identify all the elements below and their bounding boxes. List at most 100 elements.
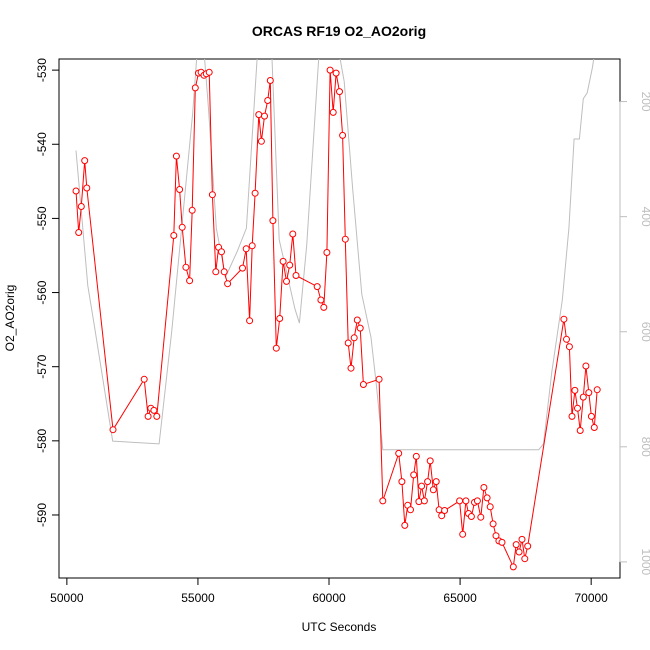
- y-tick-label: -580: [35, 429, 49, 453]
- data-point: [317, 296, 325, 304]
- data-point: [426, 457, 434, 465]
- data-point: [356, 324, 364, 332]
- data-point: [326, 66, 334, 74]
- data-point: [272, 344, 280, 352]
- data-point: [521, 555, 529, 563]
- data-point: [279, 257, 287, 265]
- data-point: [560, 315, 568, 323]
- data-point: [401, 521, 409, 529]
- data-point: [473, 497, 481, 505]
- data-point: [289, 230, 297, 238]
- data-point: [432, 478, 440, 486]
- data-point: [218, 248, 225, 256]
- data-point: [81, 157, 89, 165]
- data-point: [186, 277, 194, 285]
- data-point: [212, 268, 220, 276]
- data-point: [266, 77, 274, 84]
- data-point: [410, 471, 418, 479]
- x-tick-label: 65000: [443, 591, 477, 605]
- data-point: [264, 97, 272, 104]
- data-point: [336, 88, 343, 96]
- data-point: [429, 486, 437, 494]
- data-point: [441, 507, 449, 514]
- data-point: [140, 375, 148, 383]
- data-point: [407, 506, 414, 514]
- data-point: [269, 217, 277, 225]
- x-tick-label: 50000: [50, 591, 84, 605]
- data-point: [456, 497, 464, 505]
- data-point: [332, 69, 340, 77]
- data-point: [248, 242, 256, 250]
- data-point: [246, 317, 254, 325]
- data-point: [576, 427, 584, 434]
- data-point: [498, 538, 506, 546]
- data-point: [150, 406, 158, 414]
- series-red-line: [72, 66, 601, 571]
- data-point: [571, 386, 579, 394]
- data-point: [590, 424, 598, 431]
- data-point: [509, 563, 517, 571]
- y2-tick-label: 800: [639, 437, 650, 457]
- data-point: [172, 152, 180, 160]
- data-point: [515, 548, 523, 556]
- data-point: [188, 206, 196, 214]
- x-tick-label: 60000: [312, 591, 346, 605]
- chart-title: ORCAS RF19 O2_AO2orig: [252, 23, 426, 39]
- data-point: [239, 264, 246, 272]
- data-point: [489, 520, 497, 528]
- data-point: [320, 303, 328, 311]
- data-point: [255, 111, 263, 119]
- data-point: [341, 235, 349, 243]
- y-axis-label: O2_AO2orig: [3, 285, 17, 352]
- data-point: [477, 513, 485, 521]
- data-point: [75, 229, 83, 236]
- data-point: [486, 503, 494, 511]
- gray-series-path: [75, 59, 595, 451]
- data-point: [379, 497, 387, 505]
- data-point: [176, 186, 184, 193]
- data-point: [593, 386, 601, 394]
- data-point: [178, 223, 186, 231]
- data-point: [344, 339, 352, 347]
- data-point: [208, 191, 216, 199]
- data-point: [220, 268, 228, 276]
- data-point: [420, 497, 428, 505]
- x-axis: 50000 55000 60000 65000 70000: [50, 577, 608, 605]
- data-point: [395, 449, 403, 457]
- data-point: [83, 184, 91, 192]
- data-point: [585, 389, 593, 397]
- data-point: [144, 412, 152, 420]
- x-tick-label: 55000: [181, 591, 215, 605]
- data-point: [587, 412, 595, 420]
- data-point: [467, 513, 475, 520]
- data-point: [153, 412, 161, 420]
- data-point: [224, 280, 232, 288]
- y-tick-label: -550: [35, 206, 49, 230]
- data-point: [512, 541, 520, 549]
- y-tick-label: -540: [35, 132, 49, 156]
- data-point: [438, 512, 446, 520]
- data-point: [276, 315, 284, 322]
- data-point: [283, 277, 290, 285]
- y2-tick-label: 1000: [639, 549, 650, 576]
- y2-axis: 200 400 600 800 1000: [619, 92, 650, 576]
- data-point: [191, 84, 199, 92]
- data-point: [492, 532, 500, 540]
- data-point: [483, 494, 491, 502]
- y-tick-label: -570: [35, 354, 49, 378]
- y2-tick-label: 400: [639, 207, 650, 227]
- data-point: [418, 482, 426, 490]
- red-series-path: [75, 70, 598, 569]
- data-point: [292, 272, 300, 279]
- data-point: [563, 335, 570, 343]
- data-point: [375, 375, 383, 383]
- data-point: [480, 484, 488, 491]
- data-point: [286, 261, 294, 269]
- data-point: [424, 478, 432, 486]
- data-point: [251, 189, 259, 197]
- data-point: [459, 530, 467, 538]
- data-point: [170, 232, 178, 239]
- data-point: [412, 452, 420, 460]
- data-point: [359, 381, 367, 388]
